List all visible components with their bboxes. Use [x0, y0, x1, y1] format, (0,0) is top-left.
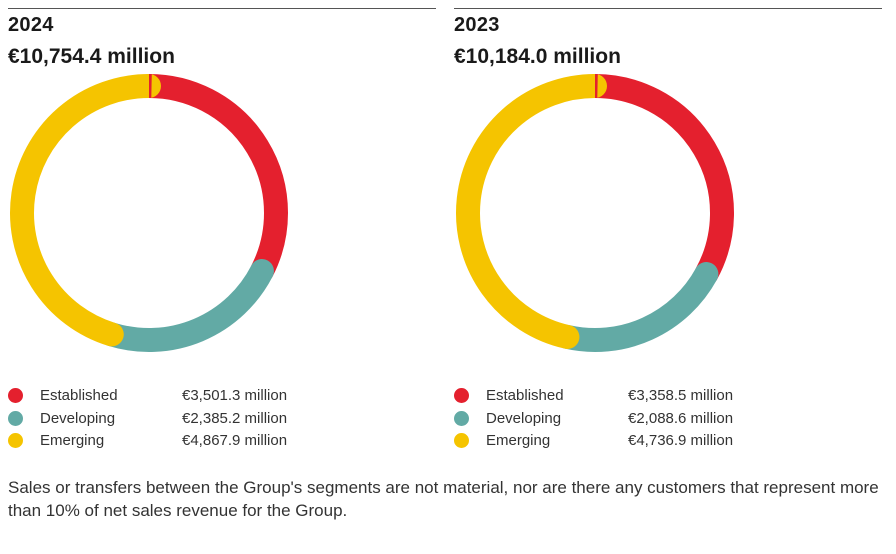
donut-slice-developing [555, 262, 719, 352]
legend-label: Emerging [40, 432, 105, 449]
divider [454, 8, 882, 9]
chart-panel-2024: 2024 €10,754.4 million Established €3,50… [8, 8, 436, 464]
legend-item-emerging: Emerging €4,867.9 million [8, 431, 308, 454]
legend-value: €3,358.5 million [628, 387, 734, 404]
donut-slice-established [137, 74, 288, 284]
legend-item-emerging: Emerging €4,736.9 million [454, 431, 754, 454]
legend-dot-established [8, 388, 23, 403]
chart-total: €10,754.4 million [8, 45, 175, 68]
legend-item-developing: Developing €2,385.2 million [8, 409, 308, 432]
legend-label: Developing [486, 409, 562, 427]
chart-total: €10,184.0 million [454, 45, 621, 68]
legend-value: €2,385.2 million [182, 409, 288, 427]
legend-value: €4,736.9 million [628, 432, 734, 449]
legend-value: €4,867.9 million [182, 432, 288, 449]
legend-label: Developing [40, 409, 116, 427]
legend-label: Emerging [486, 432, 551, 449]
footnote: Sales or transfers between the Group's s… [8, 478, 879, 520]
donut-chart-2024 [10, 74, 288, 352]
donut-slice-emerging [456, 74, 607, 349]
legend-dot-developing [8, 410, 23, 426]
donut-slice-emerging [10, 74, 161, 347]
chart-title: 2024 [8, 14, 54, 36]
chart-title: 2023 [454, 14, 500, 36]
legend-item-established: Established €3,358.5 million [454, 386, 754, 409]
chart-panel-2023: 2023 €10,184.0 million Established €3,35… [454, 8, 882, 464]
legend-item-established: Established €3,501.3 million [8, 386, 308, 409]
legend-dot-established [454, 388, 469, 403]
divider [8, 8, 436, 9]
legend-dot-emerging [8, 433, 23, 448]
legend-dot-emerging [454, 433, 469, 448]
legend-dot-developing [454, 410, 469, 426]
legend-item-developing: Developing €2,088.6 million [454, 409, 754, 432]
legend-value: €2,088.6 million [628, 409, 734, 427]
legend: Established €3,358.5 million Developing … [454, 386, 754, 454]
donut-slice-established [583, 74, 734, 287]
legend-label: Established [40, 387, 118, 404]
donut-chart-2023 [456, 74, 734, 352]
legend: Established €3,501.3 million Developing … [8, 386, 308, 454]
legend-value: €3,501.3 million [182, 387, 288, 404]
donut-slice-developing [99, 259, 274, 352]
legend-label: Established [486, 387, 564, 404]
